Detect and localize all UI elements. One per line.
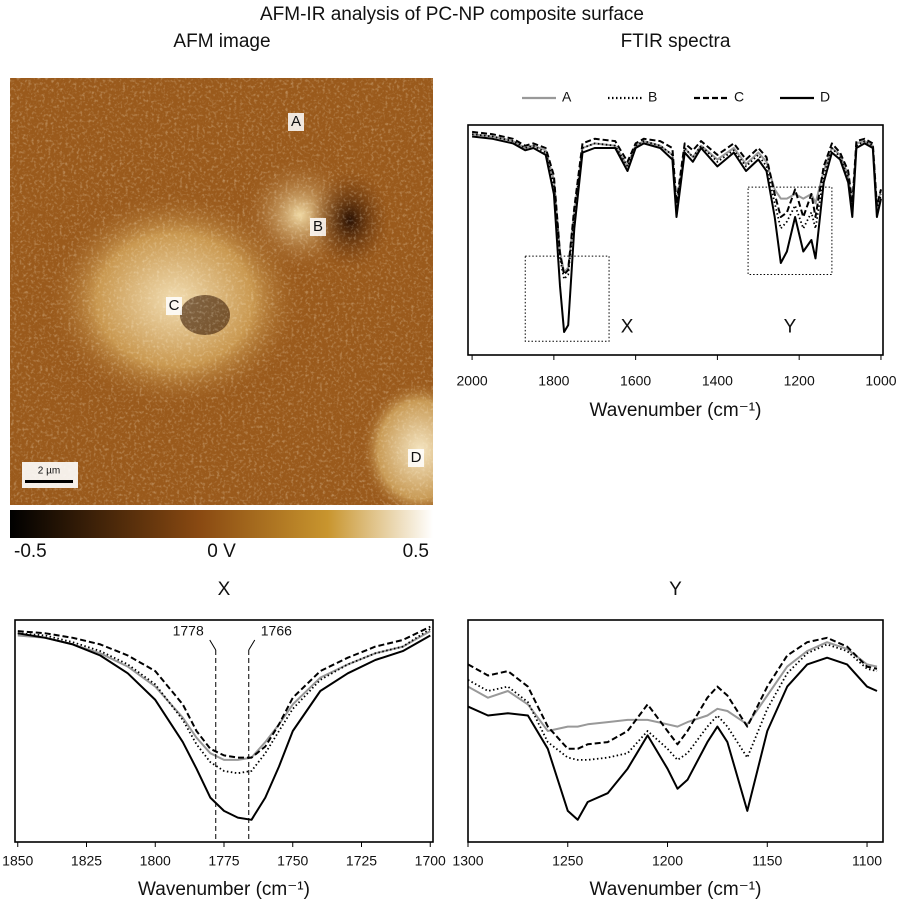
- x-tick-label: 1750: [277, 853, 308, 869]
- panel-title: Y: [669, 579, 682, 600]
- region-box: [524, 255, 610, 342]
- point-label: C: [169, 297, 180, 314]
- x-tick-label: 1800: [140, 853, 171, 869]
- region-label: X: [621, 316, 634, 337]
- series-line: [17, 630, 431, 761]
- x-tick-label: 1200: [784, 373, 815, 389]
- x-tick-label: 1700: [415, 853, 446, 869]
- point-label: A: [291, 113, 301, 130]
- x-tick-label: 1150: [752, 853, 782, 869]
- figure-title: AFM-IR analysis of PC-NP composite surfa…: [260, 4, 644, 25]
- x-axis-label: Wavenumber (cm⁻¹): [590, 879, 762, 900]
- colorbar-tick-label: -0.5: [14, 541, 47, 562]
- x-tick-label: 1825: [71, 853, 102, 869]
- x-axis-label: Wavenumber (cm⁻¹): [138, 879, 310, 900]
- legend-label: B: [648, 89, 657, 105]
- point-label-box: [310, 218, 326, 236]
- legend-label: C: [734, 89, 744, 105]
- plot-frame: [14, 619, 434, 843]
- series-line: [467, 636, 878, 750]
- x-tick-label: 1400: [702, 373, 733, 389]
- region-box: [747, 186, 833, 276]
- x-tick-label: 1775: [208, 853, 239, 869]
- point-label-box: [166, 297, 182, 315]
- colorbar-tick-label: 0 V: [207, 541, 236, 562]
- series-line: [471, 133, 882, 274]
- point-label: D: [411, 449, 422, 466]
- series-line: [467, 643, 878, 761]
- x-tick-label: 2000: [457, 373, 488, 389]
- scale-bar-label: 2 µm: [38, 466, 60, 477]
- x-tick-label: 1300: [452, 853, 483, 869]
- colorbar: [10, 510, 433, 538]
- legend-label: A: [562, 89, 572, 105]
- x-tick-label: 1600: [620, 373, 651, 389]
- scale-bar-box: [22, 462, 78, 488]
- afm-image: [10, 78, 433, 505]
- series-line: [467, 641, 878, 732]
- x-tick-label: 1200: [652, 853, 683, 869]
- series-line: [17, 628, 431, 775]
- x-axis-label: Wavenumber (cm⁻¹): [590, 400, 762, 421]
- point-label: B: [313, 218, 323, 235]
- x-tick-label: 1250: [552, 853, 583, 869]
- plot-frame: [467, 124, 884, 356]
- legend-label: D: [820, 89, 830, 105]
- panel-title: FTIR spectra: [621, 31, 731, 52]
- panel-title: X: [218, 579, 231, 600]
- x-tick-label: 1725: [346, 853, 377, 869]
- reference-leader: [248, 639, 256, 651]
- panel-title: AFM image: [173, 31, 270, 52]
- reference-leader: [209, 639, 217, 651]
- x-tick-label: 1850: [2, 853, 33, 869]
- point-label-box: [408, 449, 424, 467]
- scale-bar: [25, 480, 73, 483]
- series-line: [467, 656, 878, 821]
- x-tick-label: 1000: [865, 373, 896, 389]
- series-line: [471, 133, 882, 280]
- series-line: [471, 135, 882, 333]
- series-line: [17, 625, 431, 759]
- x-tick-label: 1100: [852, 853, 882, 869]
- series-line: [471, 130, 882, 276]
- point-label-box: [288, 113, 304, 131]
- x-tick-label: 1800: [538, 373, 569, 389]
- reference-label: 1778: [173, 623, 204, 639]
- region-label: Y: [784, 316, 797, 337]
- series-line: [17, 632, 431, 821]
- colorbar-tick-label: 0.5: [403, 541, 429, 562]
- reference-label: 1766: [261, 623, 292, 639]
- plot-frame: [467, 619, 884, 843]
